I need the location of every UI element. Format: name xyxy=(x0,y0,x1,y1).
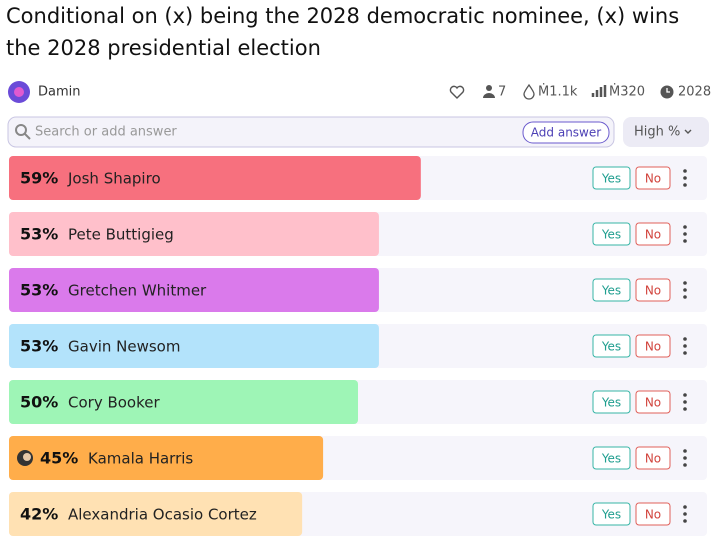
more-menu-dot[interactable] xyxy=(683,449,687,453)
probability-label: 53% xyxy=(20,281,58,300)
probability-label: 50% xyxy=(20,393,58,412)
more-menu-dot[interactable] xyxy=(683,169,687,173)
yes-label: Yes xyxy=(601,172,621,186)
no-label: No xyxy=(645,452,661,466)
answer-name: Kamala Harris xyxy=(88,450,193,468)
author-avatar-art xyxy=(14,87,24,97)
no-label: No xyxy=(645,396,661,410)
no-button[interactable] xyxy=(635,334,671,358)
close-date: 2028 xyxy=(678,85,711,100)
close-icon xyxy=(666,88,670,93)
search-icon xyxy=(24,133,31,140)
more-menu-dot[interactable] xyxy=(683,337,687,341)
more-menu-dot[interactable] xyxy=(683,407,687,411)
more-menu-dot[interactable] xyxy=(683,393,687,397)
yes-button[interactable] xyxy=(592,502,631,526)
probability-bar xyxy=(9,380,358,424)
sort-chevron xyxy=(684,129,692,134)
more-menu-dot[interactable] xyxy=(683,456,687,460)
yes-button[interactable] xyxy=(592,390,631,414)
more-menu-dot[interactable] xyxy=(683,281,687,285)
probability-bar xyxy=(9,268,379,312)
search-box[interactable] xyxy=(7,116,615,148)
no-button[interactable] xyxy=(635,390,671,414)
more-menu-dot[interactable] xyxy=(683,232,687,236)
more-menu-dot[interactable] xyxy=(683,344,687,348)
probability-label: 59% xyxy=(20,169,58,188)
answer-name: Cory Booker xyxy=(68,394,160,412)
more-menu-dot[interactable] xyxy=(683,505,687,509)
yes-label: Yes xyxy=(601,228,621,242)
no-button[interactable] xyxy=(635,166,671,190)
more-menu-dot[interactable] xyxy=(683,400,687,404)
add-answer-button[interactable] xyxy=(522,121,610,144)
yes-label: Yes xyxy=(601,396,621,410)
answer-name: Gretchen Whitmer xyxy=(68,282,207,300)
author-name[interactable]: Damin xyxy=(38,85,81,100)
yes-button[interactable] xyxy=(592,166,631,190)
yes-button[interactable] xyxy=(592,278,631,302)
more-menu-dot[interactable] xyxy=(683,239,687,243)
probability-bar xyxy=(9,156,421,200)
liquidity: Ṁ320 xyxy=(609,84,645,100)
yes-label: Yes xyxy=(601,284,621,298)
more-menu-dot[interactable] xyxy=(683,176,687,180)
no-button[interactable] xyxy=(635,502,671,526)
more-menu-dot[interactable] xyxy=(683,295,687,299)
no-label: No xyxy=(645,228,661,242)
no-button[interactable] xyxy=(635,222,671,246)
probability-label: 45% xyxy=(40,449,78,468)
more-menu-dot[interactable] xyxy=(683,519,687,523)
yes-label: Yes xyxy=(601,452,621,466)
answer-name: Gavin Newsom xyxy=(68,338,180,356)
no-label: No xyxy=(645,508,661,522)
probability-label: 53% xyxy=(20,337,58,356)
answer-name: Alexandria Ocasio Cortez xyxy=(68,506,257,524)
more-menu-dot[interactable] xyxy=(683,351,687,355)
no-label: No xyxy=(645,172,661,186)
traders-icon xyxy=(486,85,492,91)
answer-name: Pete Buttigieg xyxy=(68,226,174,244)
no-label: No xyxy=(645,340,661,354)
more-menu-dot[interactable] xyxy=(683,183,687,187)
title-line: Conditional on (x) being the 2028 democr… xyxy=(6,4,679,28)
traders-icon xyxy=(483,93,495,98)
answer-avatar-face xyxy=(23,453,31,461)
volume-icon xyxy=(523,83,535,100)
yes-label: Yes xyxy=(601,340,621,354)
no-label: No xyxy=(645,284,661,298)
sort-label: High % xyxy=(634,125,680,140)
answer-name: Josh Shapiro xyxy=(67,170,161,188)
traders-count: 7 xyxy=(498,85,506,100)
add-answer-label: Add answer xyxy=(531,126,601,140)
title-line: the 2028 presidential election xyxy=(6,36,321,60)
sort-button[interactable] xyxy=(623,117,709,147)
probability-bar xyxy=(9,212,379,256)
probability-label: 53% xyxy=(20,225,58,244)
liquidity-icon xyxy=(591,85,607,97)
like-icon[interactable] xyxy=(449,85,465,99)
more-menu-dot[interactable] xyxy=(683,288,687,292)
search-placeholder: Search or add answer xyxy=(35,125,177,140)
probability-bar xyxy=(9,492,303,536)
no-button[interactable] xyxy=(635,278,671,302)
probability-bar xyxy=(9,324,379,368)
yes-button[interactable] xyxy=(592,446,631,470)
no-button[interactable] xyxy=(635,446,671,470)
yes-label: Yes xyxy=(601,508,621,522)
yes-button[interactable] xyxy=(592,334,631,358)
more-menu-dot[interactable] xyxy=(683,225,687,229)
probability-bar xyxy=(9,436,324,480)
volume: Ṁ1.1k xyxy=(538,84,578,100)
yes-button[interactable] xyxy=(592,222,631,246)
more-menu-dot[interactable] xyxy=(683,463,687,467)
probability-label: 42% xyxy=(20,505,58,524)
search-icon xyxy=(15,124,27,136)
more-menu-dot[interactable] xyxy=(683,512,687,516)
